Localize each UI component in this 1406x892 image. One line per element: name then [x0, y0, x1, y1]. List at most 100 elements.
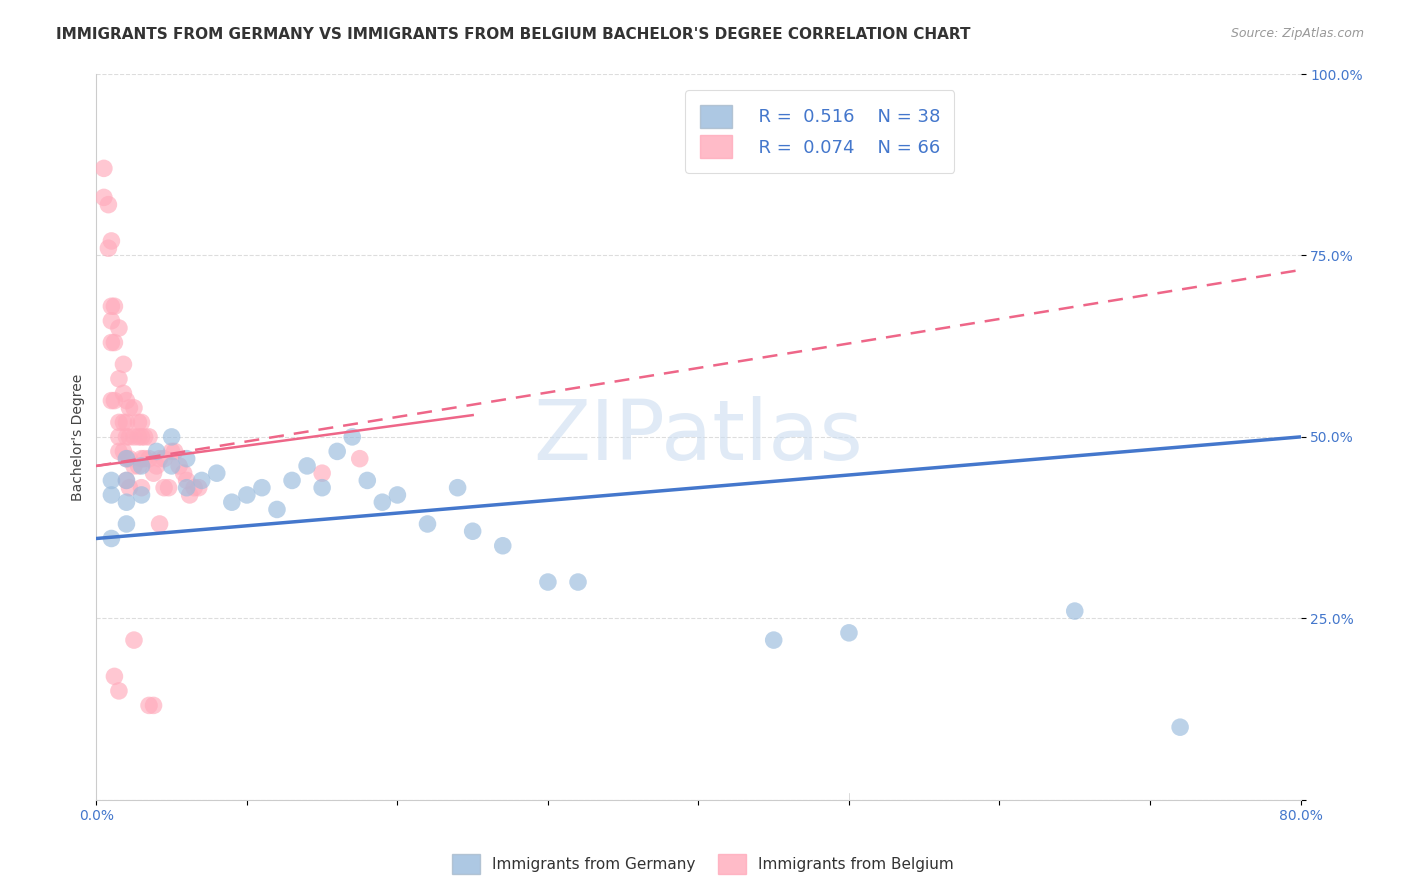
Point [115, 516, 138, 531]
Point [115, 474, 138, 488]
Point [100, 532, 122, 546]
Point [183, 481, 205, 495]
Point [103, 299, 125, 313]
Point [131, 451, 153, 466]
Point [118, 430, 141, 444]
Point [163, 444, 186, 458]
Point [100, 474, 122, 488]
Point [1063, 604, 1085, 618]
Point [122, 430, 145, 444]
Point [838, 625, 860, 640]
Point [112, 416, 135, 430]
Point [176, 474, 198, 488]
Point [118, 451, 141, 466]
Point [762, 633, 785, 648]
Y-axis label: Bachelor's Degree: Bachelor's Degree [72, 373, 86, 500]
Point [138, 698, 160, 713]
Point [179, 488, 201, 502]
Point [416, 516, 439, 531]
Point [131, 430, 153, 444]
Point [108, 372, 131, 386]
Point [131, 458, 153, 473]
Point [446, 481, 468, 495]
Point [250, 481, 273, 495]
Point [295, 458, 318, 473]
Point [115, 393, 138, 408]
Point [236, 488, 259, 502]
Point [356, 474, 378, 488]
Point [134, 430, 156, 444]
Point [142, 466, 165, 480]
Text: Source: ZipAtlas.com: Source: ZipAtlas.com [1230, 27, 1364, 40]
Point [115, 451, 138, 466]
Point [138, 451, 160, 466]
Point [93, 161, 115, 176]
Point [93, 190, 115, 204]
Point [128, 416, 150, 430]
Point [108, 321, 131, 335]
Point [118, 401, 141, 415]
Point [108, 444, 131, 458]
Point [1168, 720, 1191, 734]
Point [100, 314, 122, 328]
Point [100, 299, 122, 313]
Point [160, 444, 183, 458]
Point [167, 458, 190, 473]
Point [326, 444, 349, 458]
Point [371, 495, 394, 509]
Point [97, 197, 120, 211]
Point [145, 444, 167, 458]
Point [387, 488, 409, 502]
Point [122, 458, 145, 473]
Point [221, 495, 243, 509]
Point [492, 539, 515, 553]
Point [108, 430, 131, 444]
Point [128, 458, 150, 473]
Point [115, 430, 138, 444]
Point [160, 430, 183, 444]
Legend:   R =  0.516    N = 38,   R =  0.074    N = 66: R = 0.516 N = 38, R = 0.074 N = 66 [685, 90, 955, 173]
Point [160, 458, 183, 473]
Point [112, 444, 135, 458]
Point [100, 234, 122, 248]
Point [108, 684, 131, 698]
Point [145, 458, 167, 473]
Point [131, 416, 153, 430]
Point [103, 669, 125, 683]
Point [148, 451, 170, 466]
Point [115, 495, 138, 509]
Point [118, 481, 141, 495]
Point [131, 481, 153, 495]
Point [122, 633, 145, 648]
Point [115, 451, 138, 466]
Point [103, 335, 125, 350]
Point [157, 481, 180, 495]
Point [128, 430, 150, 444]
Point [103, 393, 125, 408]
Point [115, 416, 138, 430]
Point [281, 474, 304, 488]
Point [148, 516, 170, 531]
Point [461, 524, 484, 539]
Point [153, 451, 176, 466]
Point [153, 481, 176, 495]
Point [266, 502, 288, 516]
Point [97, 241, 120, 255]
Point [537, 575, 560, 590]
Point [134, 451, 156, 466]
Legend: Immigrants from Germany, Immigrants from Belgium: Immigrants from Germany, Immigrants from… [446, 848, 960, 880]
Point [567, 575, 589, 590]
Point [311, 481, 333, 495]
Point [190, 474, 212, 488]
Point [176, 481, 198, 495]
Point [115, 474, 138, 488]
Point [112, 386, 135, 401]
Point [100, 393, 122, 408]
Point [100, 488, 122, 502]
Point [108, 416, 131, 430]
Text: ZIPatlas: ZIPatlas [533, 396, 863, 477]
Text: IMMIGRANTS FROM GERMANY VS IMMIGRANTS FROM BELGIUM BACHELOR'S DEGREE CORRELATION: IMMIGRANTS FROM GERMANY VS IMMIGRANTS FR… [56, 27, 970, 42]
Point [311, 466, 333, 480]
Point [349, 451, 371, 466]
Point [205, 466, 228, 480]
